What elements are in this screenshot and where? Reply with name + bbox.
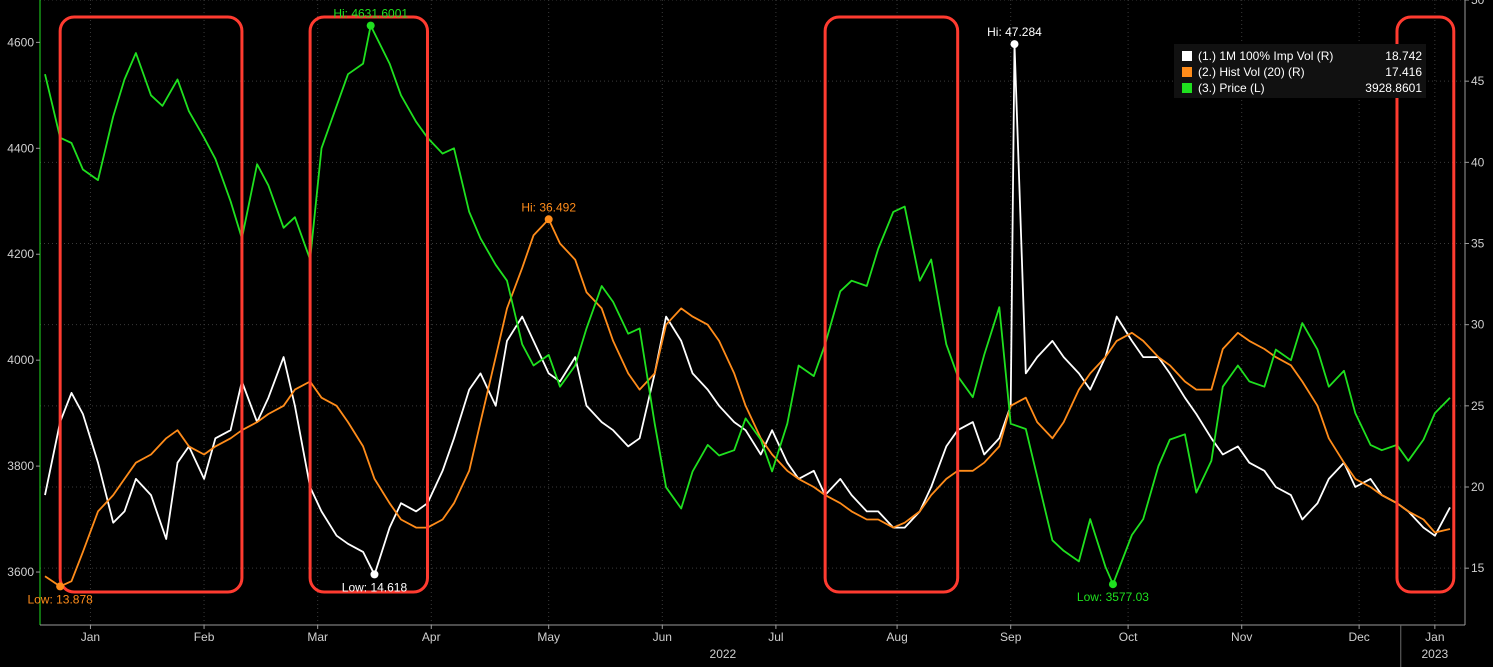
annotation-marker (544, 215, 553, 224)
right-tick-label: 25 (1471, 399, 1485, 413)
left-tick-label: 4000 (7, 353, 34, 367)
right-tick-label: 30 (1471, 318, 1485, 332)
legend-value: 18.742 (1385, 49, 1422, 63)
series-lines (44, 24, 1451, 588)
legend-swatch (1182, 51, 1192, 61)
right-tick-label: 35 (1471, 237, 1485, 251)
annotation-label: Low: 3577.03 (1077, 590, 1149, 604)
left-tick-label: 4600 (7, 35, 34, 49)
annotation-marker (1010, 40, 1019, 49)
x-tick-label: Jan (81, 630, 100, 644)
legend-swatch (1182, 83, 1192, 93)
legend-name: (1.) 1M 100% Imp Vol (R) (1198, 49, 1333, 63)
left-tick-label: 3800 (7, 459, 34, 473)
left-tick-label: 4400 (7, 141, 34, 155)
x-tick-label: Nov (1231, 630, 1252, 644)
legend-value: 3928.8601 (1365, 81, 1422, 95)
x-tick-label: Jan (1425, 630, 1444, 644)
right-tick-label: 15 (1471, 561, 1485, 575)
x-tick-label: Mar (307, 630, 328, 644)
legend-swatch (1182, 67, 1192, 77)
series-line-2 (44, 218, 1451, 588)
highlight-box (58, 15, 244, 594)
right-tick-label: 45 (1471, 74, 1485, 88)
year-label: 2022 (710, 647, 737, 661)
series-line-1 (44, 43, 1451, 576)
highlight-box (823, 15, 960, 594)
annotations: Hi: 4631.6001 Low: 14.618 Low: 13.878 Hi: 3… (27, 7, 1149, 607)
annotation-label: Low: 14.618 (342, 580, 408, 594)
legend-name: (2.) Hist Vol (20) (R) (1198, 65, 1305, 79)
annotation-label: Hi: 36.492 (521, 200, 576, 214)
annotation-marker (1108, 580, 1117, 589)
highlight-boxes (58, 15, 1456, 594)
x-tick-label: May (537, 630, 560, 644)
x-tick-label: Feb (194, 630, 215, 644)
x-tick-label: Apr (422, 630, 441, 644)
legend: (1.) 1M 100% Imp Vol (R) 18.742 (2.) Hist … (1174, 44, 1426, 98)
annotation-label: Hi: 47.284 (987, 25, 1042, 39)
annotation-marker (370, 570, 379, 579)
legend-box (1174, 44, 1426, 98)
legend-name: (3.) Price (L) (1198, 81, 1265, 95)
annotation-label: Low: 13.878 (27, 592, 93, 606)
x-tick-label: Jun (653, 630, 672, 644)
right-tick-label: 40 (1471, 155, 1485, 169)
annotation-label: Hi: 4631.6001 (333, 7, 408, 21)
annotation-marker (56, 582, 65, 591)
highlight-box (308, 15, 429, 594)
x-tick-label: Jul (768, 630, 783, 644)
left-tick-label: 3600 (7, 565, 34, 579)
x-tick-label: Sep (1000, 630, 1022, 644)
year-label: 2023 (1422, 647, 1449, 661)
legend-value: 17.416 (1385, 65, 1422, 79)
x-tick-label: Oct (1119, 630, 1138, 644)
axes: 3600 3800 4000 4200 4400 4600 15 20 25 30 35 40 45 50… (7, 0, 1485, 667)
annotation-marker (366, 21, 375, 30)
right-tick-label: 20 (1471, 480, 1485, 494)
highlight-box (1395, 15, 1456, 594)
x-tick-label: Dec (1348, 630, 1369, 644)
right-tick-label: 50 (1471, 0, 1485, 7)
left-tick-label: 4200 (7, 247, 34, 261)
series-line-3 (44, 24, 1451, 586)
x-tick-label: Aug (886, 630, 907, 644)
grid (40, 0, 1465, 625)
